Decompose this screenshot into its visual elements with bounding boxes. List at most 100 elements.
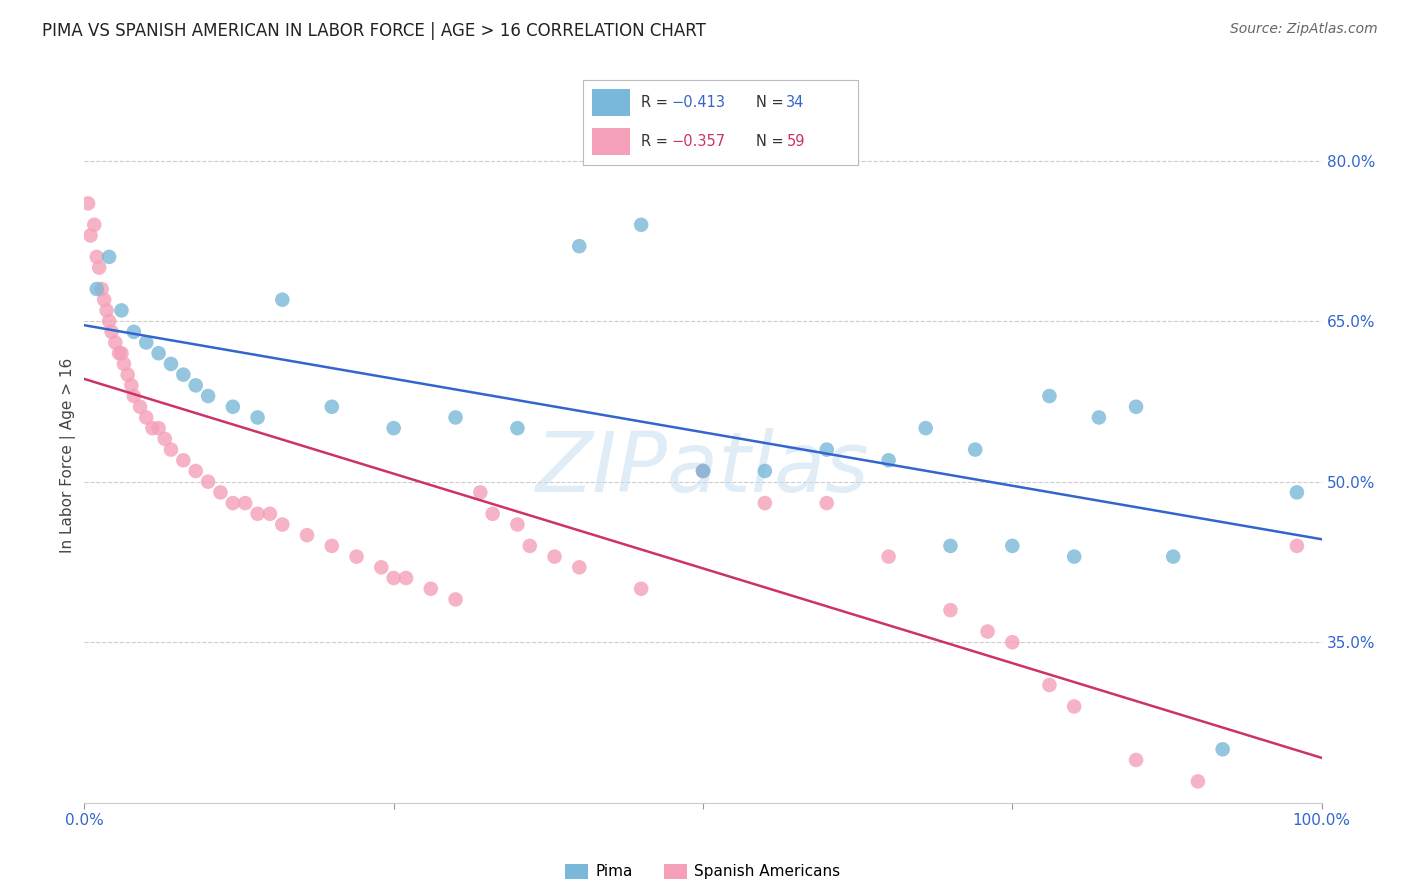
- Point: [346, 549, 368, 564]
- Point: [321, 400, 343, 414]
- Point: [692, 464, 714, 478]
- Point: [100, 325, 122, 339]
- Point: [877, 549, 900, 564]
- Point: [129, 400, 152, 414]
- Point: [1088, 410, 1111, 425]
- Bar: [592, 89, 630, 116]
- Point: [83, 218, 105, 232]
- Point: [976, 624, 998, 639]
- Point: [630, 582, 652, 596]
- Point: [120, 378, 142, 392]
- Text: N =: N =: [756, 95, 789, 110]
- Point: [1063, 699, 1085, 714]
- Point: [271, 293, 294, 307]
- Point: [233, 496, 256, 510]
- Text: 59: 59: [786, 134, 804, 149]
- Point: [914, 421, 936, 435]
- Text: −0.357: −0.357: [671, 134, 725, 149]
- Text: PIMA VS SPANISH AMERICAN IN LABOR FORCE | AGE > 16 CORRELATION CHART: PIMA VS SPANISH AMERICAN IN LABOR FORCE …: [42, 22, 706, 40]
- Point: [153, 432, 176, 446]
- Point: [1285, 539, 1308, 553]
- Point: [110, 346, 132, 360]
- Legend: Pima, Spanish Americans: Pima, Spanish Americans: [560, 857, 846, 886]
- Point: [939, 539, 962, 553]
- Text: R =: R =: [641, 134, 672, 149]
- Point: [108, 346, 131, 360]
- Point: [160, 442, 183, 457]
- Point: [160, 357, 183, 371]
- Point: [815, 496, 838, 510]
- Point: [86, 282, 108, 296]
- Point: [470, 485, 492, 500]
- Point: [184, 378, 207, 392]
- Point: [104, 335, 127, 350]
- Y-axis label: In Labor Force | Age > 16: In Labor Force | Age > 16: [60, 358, 76, 552]
- Point: [1187, 774, 1209, 789]
- Point: [382, 421, 405, 435]
- Point: [382, 571, 405, 585]
- Bar: [592, 128, 630, 155]
- Point: [148, 421, 170, 435]
- Point: [86, 250, 108, 264]
- Point: [222, 496, 245, 510]
- Text: −0.413: −0.413: [671, 95, 725, 110]
- Point: [122, 325, 145, 339]
- Point: [1063, 549, 1085, 564]
- Text: N =: N =: [756, 134, 789, 149]
- Point: [419, 582, 441, 596]
- Point: [197, 475, 219, 489]
- Point: [543, 549, 565, 564]
- Point: [506, 421, 529, 435]
- Point: [112, 357, 135, 371]
- Point: [271, 517, 294, 532]
- Point: [98, 314, 121, 328]
- Point: [246, 507, 269, 521]
- Point: [246, 410, 269, 425]
- Point: [172, 453, 194, 467]
- Point: [506, 517, 529, 532]
- Point: [815, 442, 838, 457]
- Point: [321, 539, 343, 553]
- Point: [197, 389, 219, 403]
- Point: [481, 507, 503, 521]
- Point: [209, 485, 232, 500]
- Point: [754, 496, 776, 510]
- Point: [630, 218, 652, 232]
- Point: [692, 464, 714, 478]
- Point: [122, 389, 145, 403]
- Point: [79, 228, 101, 243]
- Point: [1285, 485, 1308, 500]
- Point: [184, 464, 207, 478]
- Point: [965, 442, 987, 457]
- Point: [1038, 678, 1060, 692]
- Text: 34: 34: [786, 95, 804, 110]
- Point: [141, 421, 163, 435]
- Point: [568, 239, 591, 253]
- Point: [444, 592, 467, 607]
- Point: [98, 250, 121, 264]
- Point: [877, 453, 900, 467]
- Point: [295, 528, 318, 542]
- Point: [754, 464, 776, 478]
- Point: [172, 368, 194, 382]
- Point: [110, 303, 132, 318]
- Point: [148, 346, 170, 360]
- Text: Source: ZipAtlas.com: Source: ZipAtlas.com: [1230, 22, 1378, 37]
- Point: [77, 196, 100, 211]
- Point: [90, 282, 112, 296]
- Point: [1001, 539, 1024, 553]
- Point: [222, 400, 245, 414]
- Point: [135, 335, 157, 350]
- Point: [939, 603, 962, 617]
- Point: [519, 539, 541, 553]
- Point: [444, 410, 467, 425]
- Point: [1001, 635, 1024, 649]
- Point: [135, 410, 157, 425]
- Point: [93, 293, 115, 307]
- Point: [89, 260, 111, 275]
- Point: [370, 560, 392, 574]
- Point: [395, 571, 418, 585]
- Point: [568, 560, 591, 574]
- Point: [117, 368, 139, 382]
- Point: [259, 507, 281, 521]
